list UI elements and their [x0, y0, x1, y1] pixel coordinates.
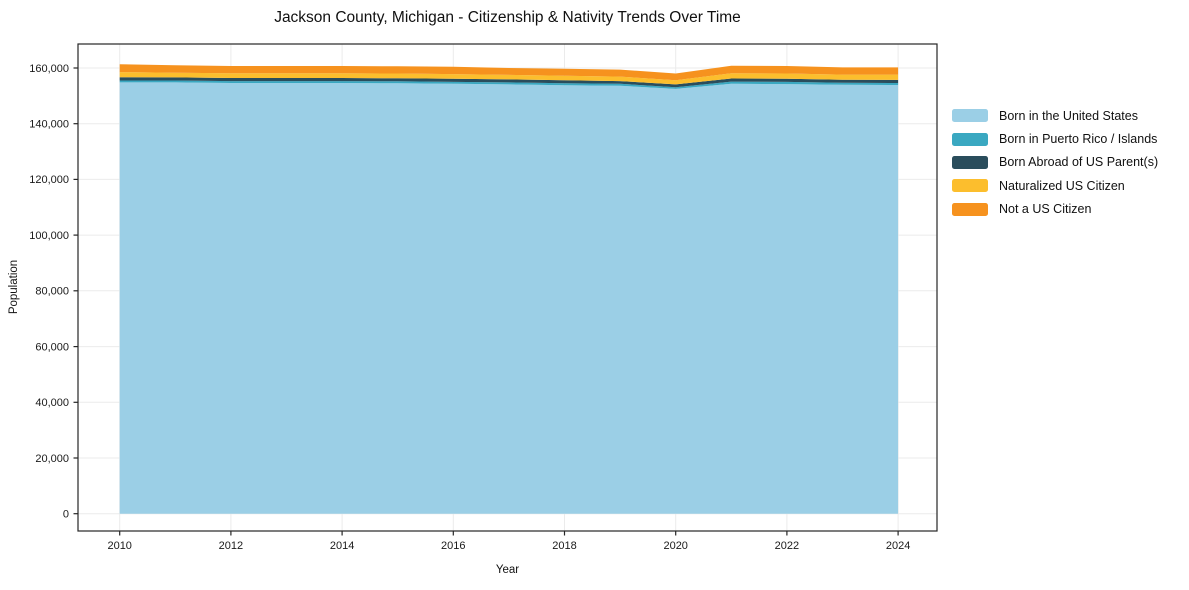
legend-label: Born in Puerto Rico / Islands [999, 132, 1158, 147]
legend-item-not-a-us-citizen: Not a US Citizen [952, 198, 1158, 221]
legend-label: Naturalized US Citizen [999, 178, 1125, 193]
x-axis-label: Year [495, 564, 520, 576]
x-tick-label: 2018 [552, 540, 576, 552]
legend-label: Not a US Citizen [999, 202, 1092, 217]
area-born-in-puerto-rico-islands [119, 80, 899, 89]
x-tick-label: 2016 [441, 540, 465, 552]
chart-title: Jackson County, Michigan - Citizenship &… [274, 9, 741, 26]
legend-swatch-icon [952, 155, 988, 169]
area-not-a-us-citizen [119, 64, 899, 81]
x-tick-label: 2010 [107, 540, 131, 552]
y-tick-label: 140,000 [29, 119, 69, 131]
legend-item-born-in-puerto-rico-islands: Born in Puerto Rico / Islands [952, 127, 1158, 150]
legend-swatch-icon [952, 132, 988, 146]
y-tick-label: 60,000 [35, 341, 69, 353]
y-tick-label: 40,000 [35, 397, 69, 409]
x-tick-label: 2020 [663, 540, 687, 552]
x-tick-label: 2022 [775, 540, 799, 552]
legend-swatch-icon [952, 202, 988, 216]
legend-label: Born Abroad of US Parent(s) [999, 155, 1159, 170]
legend-swatch-icon [952, 179, 988, 193]
y-tick-label: 160,000 [29, 63, 69, 75]
y-tick-label: 120,000 [29, 174, 69, 186]
legend-item-naturalized-us-citizen: Naturalized US Citizen [952, 174, 1158, 197]
x-tick-label: 2012 [219, 540, 243, 552]
legend-item-born-in-the-united-states: Born in the United States [952, 104, 1158, 127]
plot-frame [77, 43, 938, 532]
y-tick-label: 80,000 [35, 286, 69, 298]
area-naturalized-us-citizen [119, 72, 899, 85]
x-tick-label: 2014 [330, 540, 354, 552]
y-tick-label: 20,000 [35, 453, 69, 465]
area-born-abroad-of-us-parent-s [119, 77, 899, 88]
y-tick-label: 100,000 [29, 230, 69, 242]
area-born-in-the-united-states [119, 82, 899, 514]
y-tick-label: 0 [63, 509, 69, 521]
x-tick-label: 2024 [886, 540, 910, 552]
legend-label: Born in the United States [999, 108, 1138, 123]
legend-swatch-icon [952, 109, 988, 123]
legend-item-born-abroad-of-us-parent-s: Born Abroad of US Parent(s) [952, 151, 1158, 174]
legend: Born in the United States Born in Puerto … [952, 104, 1158, 221]
